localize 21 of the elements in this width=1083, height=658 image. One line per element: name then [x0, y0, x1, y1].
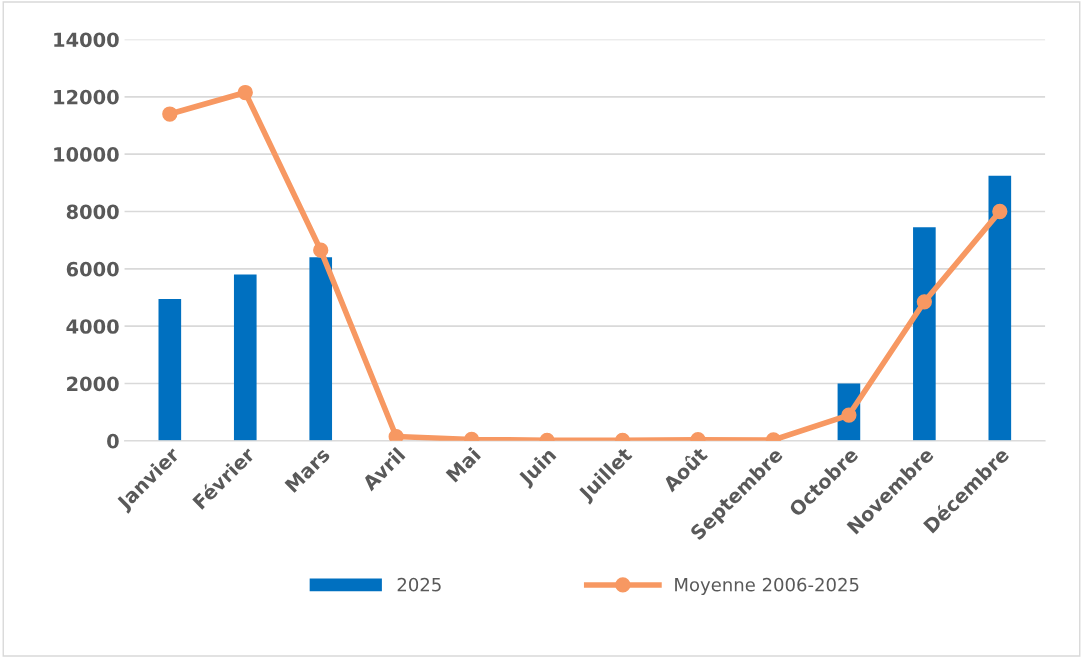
point [313, 242, 329, 258]
point [992, 203, 1008, 220]
y-tick-label: 0 [107, 433, 119, 449]
bar [988, 175, 1012, 441]
bar [233, 274, 257, 441]
bar [913, 227, 936, 441]
y-tick-label: 2000 [67, 376, 119, 392]
legend-label: Moyenne 2006-2025 [675, 577, 859, 595]
point [916, 294, 933, 310]
y-tick-label: 14000 [54, 32, 119, 48]
y-tick-label: 4000 [66, 319, 119, 334]
point [388, 428, 404, 441]
point [237, 84, 253, 101]
y-tick-label: 6000 [66, 261, 119, 277]
y-tick-label: 8000 [66, 204, 119, 220]
point [162, 106, 178, 122]
y-tick-label: 12000 [54, 89, 119, 105]
bar [158, 298, 182, 441]
bar [309, 257, 333, 441]
legend-label: 2025 [397, 577, 441, 592]
y-tick-label: 10000 [54, 147, 119, 162]
